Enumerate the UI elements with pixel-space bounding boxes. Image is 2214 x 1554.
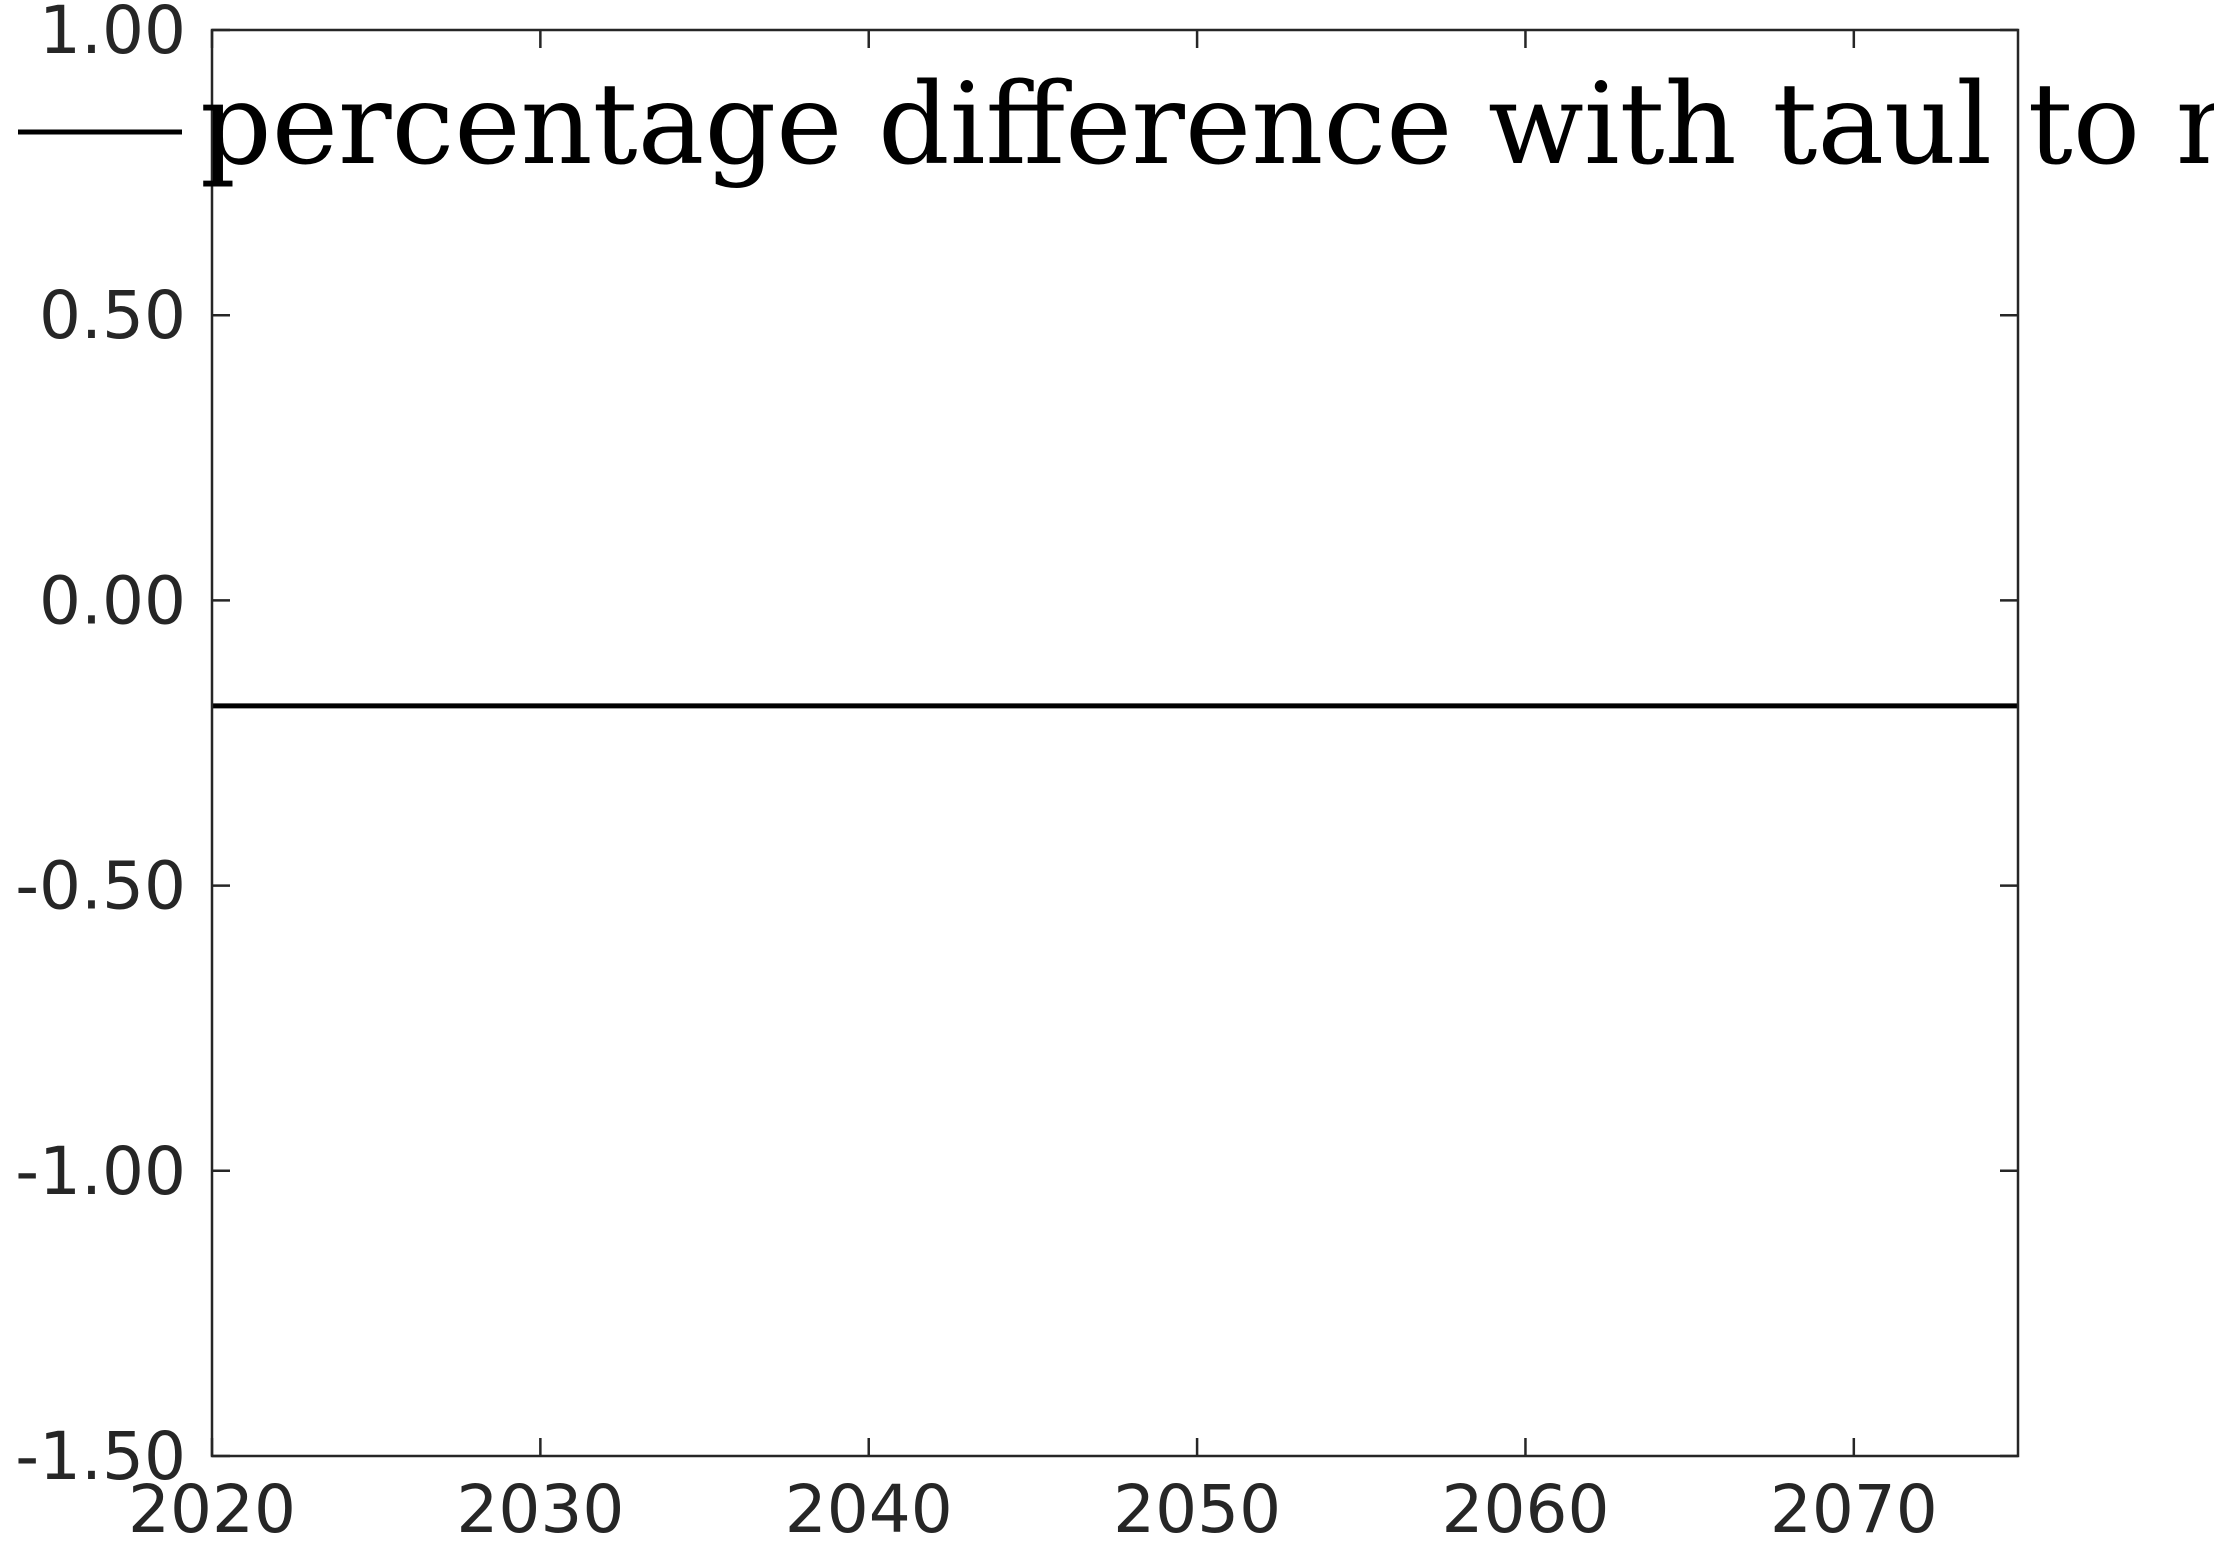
y-tick-label: -1.50 [15, 1418, 186, 1495]
x-tick-label: 2060 [1441, 1471, 1609, 1548]
y-tick-label: 0.50 [39, 277, 186, 354]
plot-frame [210, 28, 2020, 1458]
y-tick-label: 0.00 [39, 562, 186, 639]
x-tick-label: 2050 [1113, 1471, 1281, 1548]
y-tick-label: -0.50 [15, 848, 186, 925]
x-tick-label: 2020 [128, 1471, 296, 1548]
legend: percentage difference with taul to no ta… [18, 60, 2214, 190]
x-tick-label: 2040 [785, 1471, 953, 1548]
tick-marks [210, 28, 2018, 1458]
x-tick-label: 2070 [1770, 1471, 1938, 1548]
x-tick-label: 2030 [456, 1471, 624, 1548]
x-axis-tick-labels: 2020 2030 2040 2050 2060 2070 [128, 1471, 1938, 1548]
y-tick-label: 1.00 [39, 0, 186, 69]
y-tick-label: -1.00 [15, 1133, 186, 1210]
legend-label: percentage difference with taul to no ta… [200, 60, 2214, 190]
y-axis-tick-labels: 1.00 0.50 0.00 -0.50 -1.00 -1.50 [15, 0, 186, 1495]
